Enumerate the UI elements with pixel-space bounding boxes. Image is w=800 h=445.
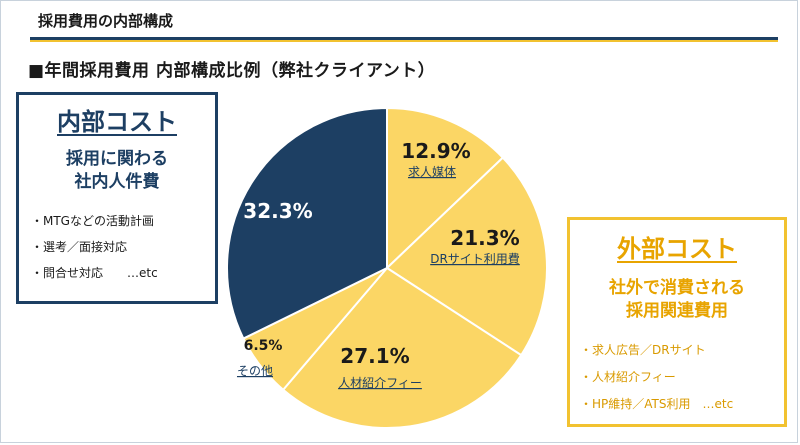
list-item: ・MTGなどの活動計画 (31, 214, 154, 228)
list-item: ・人材紹介フィー (580, 370, 676, 384)
external-cost-description: 社外で消費される 採用関連費用 (570, 277, 784, 323)
external-cost-heading: 外部コスト (617, 235, 737, 263)
internal-cost-description-line2: 社内人件費 (74, 172, 160, 192)
slice-category-label: その他 (237, 364, 273, 378)
pie-slice (281, 266, 523, 429)
slice-category-label: 人材紹介フィー (338, 376, 422, 390)
list-item: ・求人広告／DRサイト (580, 343, 706, 357)
list-item: ・選考／面接対応 (31, 240, 128, 254)
slice-category-label: 求人媒体 (408, 165, 456, 179)
pie-slice (385, 156, 548, 357)
internal-cost-heading: 内部コスト (57, 108, 177, 136)
title-divider-accent (30, 40, 778, 42)
slice-percent-label: 12.9% (401, 139, 470, 163)
external-cost-list: ・求人広告／DRサイト ・人材紹介フィー ・HP維持／ATS利用 …etc (570, 337, 784, 418)
title-divider (30, 37, 778, 40)
internal-cost-description: 採用に関わる 社内人件費 (19, 148, 215, 194)
internal-cost-box: 内部コスト 採用に関わる 社内人件費 ・MTGなどの活動計画 ・選考／面接対応 … (16, 92, 218, 304)
external-cost-box: 外部コスト 社外で消費される 採用関連費用 ・求人広告／DRサイト ・人材紹介フ… (567, 217, 787, 427)
list-item: ・HP維持／ATS利用 …etc (580, 397, 734, 411)
internal-cost-list: ・MTGなどの活動計画 ・選考／面接対応 ・問合せ対応 …etc (19, 208, 215, 286)
list-item: ・問合せ対応 …etc (31, 266, 158, 280)
slice-percent-label: 27.1% (340, 344, 409, 368)
page-title: 採用費用の内部構成 (38, 12, 174, 30)
chart-subtitle: ■年間採用費用 内部構成比例（弊社クライアント） (28, 61, 436, 81)
external-cost-description-line1: 社外で消費される (609, 278, 745, 298)
slice-percent-label: 21.3% (450, 226, 519, 250)
slice-percent-label: 32.3% (243, 199, 312, 223)
external-cost-description-line2: 採用関連費用 (626, 301, 728, 321)
pie-slice (386, 106, 505, 271)
slice-category-label: DRサイト利用費 (430, 251, 520, 266)
internal-cost-description-line1: 採用に関わる (66, 149, 168, 169)
pie-slice (226, 106, 388, 340)
slice-percent-label: 6.5% (244, 338, 283, 354)
